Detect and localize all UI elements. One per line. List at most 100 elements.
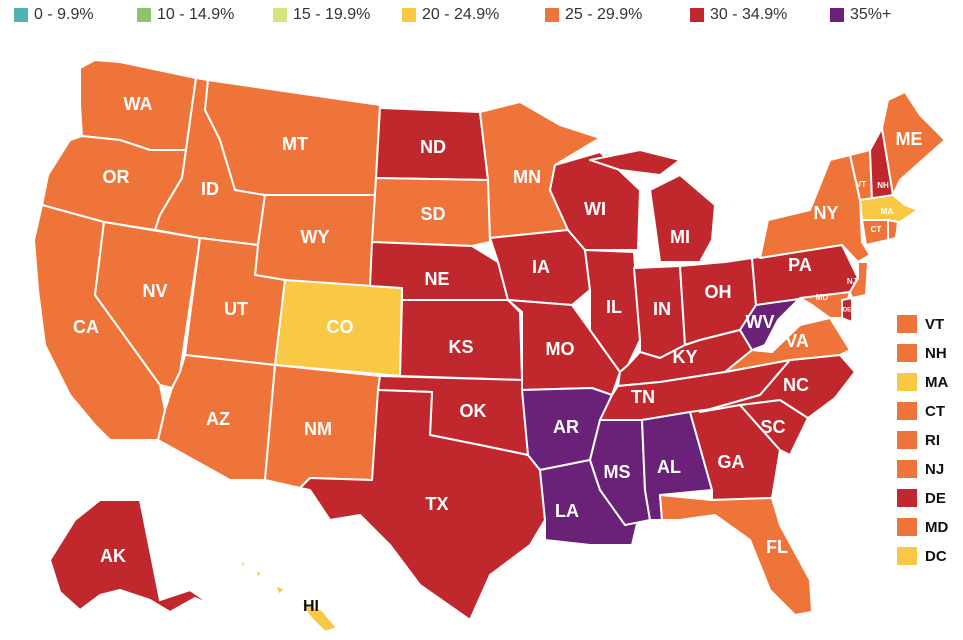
legend-item: 30 - 34.9% <box>690 6 787 24</box>
state-NY[interactable] <box>759 154 871 263</box>
label-WV: WV <box>746 312 775 332</box>
legend-label: 20 - 24.9% <box>422 6 500 23</box>
legend-item: 25 - 29.9% <box>545 6 642 24</box>
label-CT: CT <box>871 225 882 234</box>
label-OH: OH <box>705 282 732 302</box>
label-SD: SD <box>420 204 445 224</box>
legend-swatch <box>545 8 559 22</box>
label-IN: IN <box>653 299 671 319</box>
state-HI[interactable] <box>239 559 338 633</box>
legend-item: 0 - 9.9% <box>14 6 94 24</box>
label-ID: ID <box>201 179 219 199</box>
label-AZ: AZ <box>206 409 230 429</box>
legend-label: 10 - 14.9% <box>157 6 235 23</box>
small-state-row[interactable]: MA <box>897 372 948 392</box>
state-MI[interactable] <box>589 149 716 263</box>
state-NJ[interactable] <box>849 261 869 299</box>
small-state-swatch <box>897 373 917 391</box>
legend-label: 25 - 29.9% <box>565 6 643 23</box>
legend-item: 10 - 14.9% <box>137 6 234 24</box>
label-SC: SC <box>760 417 785 437</box>
small-state-label: MD <box>925 518 949 536</box>
label-MN: MN <box>513 167 541 187</box>
small-state-swatch <box>897 315 917 333</box>
label-WA: WA <box>124 94 153 114</box>
legend-swatch <box>137 8 151 22</box>
label-WI: WI <box>584 199 606 219</box>
label-TX: TX <box>425 494 448 514</box>
small-state-row[interactable]: MD <box>897 517 948 537</box>
label-CA: CA <box>73 317 99 337</box>
label-WY: WY <box>301 227 330 247</box>
small-state-label: NH <box>925 344 947 362</box>
small-state-row[interactable]: DE <box>897 488 946 508</box>
small-state-label: MA <box>925 373 949 391</box>
state-FL[interactable] <box>659 494 813 616</box>
state-ME[interactable] <box>881 91 946 196</box>
small-state-row[interactable]: NJ <box>897 459 944 479</box>
small-state-swatch <box>897 518 917 536</box>
label-NV: NV <box>142 281 167 301</box>
label-LA: LA <box>555 501 579 521</box>
legend-swatch <box>690 8 704 22</box>
label-UT: UT <box>224 299 248 319</box>
state-labels: WA OR CA NV ID MT WY UT AZ CO NM ND SD N… <box>73 94 923 615</box>
label-MD: MD <box>816 293 829 302</box>
small-state-swatch <box>897 547 917 565</box>
label-NC: NC <box>783 375 809 395</box>
small-state-row[interactable]: CT <box>897 401 945 421</box>
label-CO: CO <box>327 317 354 337</box>
label-NH: NH <box>877 181 889 190</box>
label-IL: IL <box>606 297 622 317</box>
label-AK: AK <box>100 546 126 566</box>
label-IA: IA <box>532 257 550 277</box>
legend-swatch <box>14 8 28 22</box>
label-MO: MO <box>546 339 575 359</box>
state-MD[interactable] <box>799 291 851 319</box>
small-state-row[interactable]: RI <box>897 430 940 450</box>
small-state-label: VT <box>925 315 945 333</box>
small-state-swatch <box>897 489 917 507</box>
label-MT: MT <box>282 134 308 154</box>
label-VT: VT <box>856 180 866 189</box>
label-MI: MI <box>670 227 690 247</box>
small-state-swatch <box>897 344 917 362</box>
label-NY: NY <box>813 203 838 223</box>
small-state-swatch <box>897 460 917 478</box>
label-TN: TN <box>631 387 655 407</box>
color-legend: 0 - 9.9% 10 - 14.9% 15 - 19.9% 20 - 24.9… <box>0 0 963 30</box>
legend-item: 35%+ <box>830 6 891 24</box>
legend-swatch <box>402 8 416 22</box>
legend-swatch <box>830 8 844 22</box>
legend-item: 20 - 24.9% <box>402 6 499 24</box>
label-NJ: NJ <box>847 277 857 286</box>
state-DE[interactable] <box>841 297 853 323</box>
small-state-swatch <box>897 402 917 420</box>
label-ME: ME <box>896 129 923 149</box>
label-KS: KS <box>448 337 473 357</box>
label-OK: OK <box>460 401 487 421</box>
legend-swatch <box>273 8 287 22</box>
legend-label: 30 - 34.9% <box>710 6 788 23</box>
small-state-row[interactable]: NH <box>897 343 947 363</box>
small-state-swatch <box>897 431 917 449</box>
state-TX[interactable] <box>299 389 546 621</box>
label-ND: ND <box>420 137 446 157</box>
label-FL: FL <box>766 537 788 557</box>
label-NE: NE <box>424 269 449 289</box>
label-HI: HI <box>303 598 319 615</box>
label-PA: PA <box>788 255 812 275</box>
small-state-label: DC <box>925 547 947 565</box>
state-AK[interactable] <box>49 499 213 613</box>
label-NM: NM <box>304 419 332 439</box>
legend-label: 0 - 9.9% <box>34 6 94 23</box>
label-MS: MS <box>604 462 631 482</box>
legend-item: 15 - 19.9% <box>273 6 370 24</box>
legend-label: 15 - 19.9% <box>293 6 371 23</box>
small-state-label: CT <box>925 402 945 420</box>
state-SD[interactable] <box>371 177 491 247</box>
small-state-row[interactable]: DC <box>897 546 947 566</box>
state-RI[interactable] <box>887 219 899 241</box>
small-state-row[interactable]: VT <box>897 314 944 334</box>
